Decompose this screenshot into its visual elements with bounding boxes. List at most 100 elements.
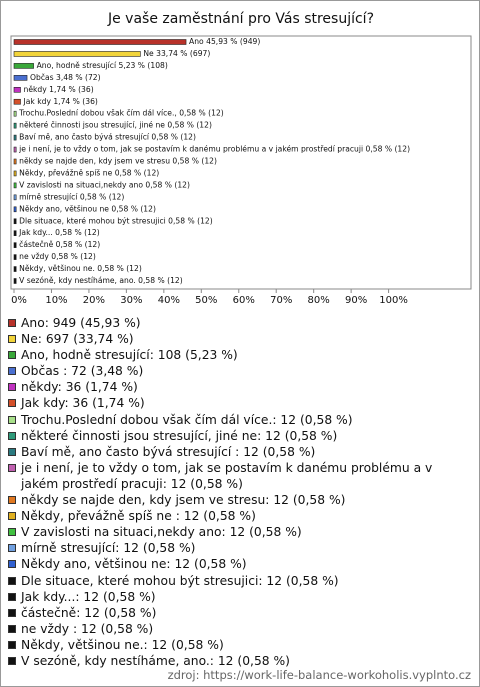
legend-item: někdy: 36 (1,74 %) xyxy=(1,379,461,395)
bar xyxy=(13,134,17,141)
plot-frame xyxy=(10,35,472,290)
legend-swatch xyxy=(8,447,16,456)
bar xyxy=(13,98,21,105)
bar-label: částečně 0,58 % (12) xyxy=(19,240,100,249)
legend-swatch xyxy=(8,560,16,569)
legend-label: částečně: 12 (0,58 %) xyxy=(21,605,157,620)
bar-label: Jak kdy 1,74 % (36) xyxy=(23,97,98,106)
legend-label: Jak kdy...: 12 (0,58 %) xyxy=(21,589,156,604)
bar xyxy=(13,194,17,201)
legend-swatch xyxy=(8,463,16,472)
legend-swatch xyxy=(8,576,16,585)
bar-label: Někdy, převážně spíš ne 0,58 % (12) xyxy=(19,168,159,177)
legend-label: Dle situace, které mohou být stresujici:… xyxy=(21,573,339,588)
legend-label: některé činnosti jsou stresující, jiné n… xyxy=(21,428,338,443)
bar xyxy=(13,51,141,57)
legend-label: Ano: 949 (45,93 %) xyxy=(21,316,141,330)
legend-swatch xyxy=(8,335,16,344)
bar-label: Občas 3,48 % (72) xyxy=(30,73,101,82)
bar-label: Baví mě, ano často bývá stresující 0,58 … xyxy=(19,133,196,142)
x-tick-label: 80% xyxy=(308,295,330,306)
bar-label: někdy 1,74 % (36) xyxy=(24,85,94,94)
bar xyxy=(13,63,34,69)
legend-swatch xyxy=(8,351,16,360)
bar-label: některé činnosti jsou stresující, jiné n… xyxy=(19,121,212,130)
chart-title: Je vaše zaměstnání pro Vás stresující? xyxy=(107,11,374,27)
legend-label: V sezóně, kdy nestíháme, ano.: 12 (0,58 … xyxy=(21,653,290,668)
x-tick-label: 60% xyxy=(233,295,255,306)
bar-label: ne vždy 0,58 % (12) xyxy=(19,252,96,261)
legend-swatch xyxy=(8,431,16,440)
bar-label: Ano, hodně stresující 5,23 % (108) xyxy=(37,61,168,70)
legend-item: Jak kdy...: 12 (0,58 %) xyxy=(1,589,461,605)
bar-label: Jak kdy... 0,58 % (12) xyxy=(18,228,100,237)
legend-swatch xyxy=(8,608,16,617)
x-tick-label: 10% xyxy=(45,295,67,306)
x-tick-label: 50% xyxy=(195,295,217,306)
x-tick-label: 40% xyxy=(158,295,180,306)
legend-item: některé činnosti jsou stresující, jiné n… xyxy=(1,428,461,444)
legend-swatch xyxy=(8,512,16,521)
legend-label: V zavislosti na situaci,nekdy ano: 12 (0… xyxy=(21,525,302,540)
legend: Ano: 949 (45,93 %) Ne: 697 (33,74 %) Ano, … xyxy=(1,315,471,669)
bar xyxy=(13,242,17,248)
legend-item: Trochu.Poslední dobou však čím dál více.… xyxy=(1,412,461,428)
legend-swatch xyxy=(8,528,16,537)
bar xyxy=(13,182,17,189)
x-tick-label: 100% xyxy=(379,295,408,306)
legend-label: Trochu.Poslední dobou však čím dál více.… xyxy=(21,412,353,427)
legend-item: mírně stresující: 12 (0,58 %) xyxy=(1,540,461,556)
legend-label: Jak kdy: 36 (1,74 %) xyxy=(21,396,145,411)
legend-item: Ne: 697 (33,74 %) xyxy=(1,331,461,347)
bar xyxy=(13,39,187,45)
legend-label: mírně stresující: 12 (0,58 %) xyxy=(21,541,196,556)
legend-swatch xyxy=(8,624,16,633)
legend-label: Ne: 697 (33,74 %) xyxy=(21,332,134,347)
legend-swatch xyxy=(8,544,16,553)
bar-label: V zavislosti na situaci,nekdy ano 0,58 %… xyxy=(19,180,190,189)
legend-item: Jak kdy: 36 (1,74 %) xyxy=(1,395,461,411)
x-tick-label: 70% xyxy=(270,295,292,306)
legend-label: Někdy, převážně spíš ne : 12 (0,58 %) xyxy=(21,509,256,524)
bar-label: Trochu.Poslední dobou však čím dál více.… xyxy=(18,109,224,118)
bar-label: Ano 45,93 % (949) xyxy=(189,37,260,46)
legend-swatch xyxy=(8,319,16,327)
bar xyxy=(13,254,17,260)
x-tick-label: 90% xyxy=(345,295,367,306)
bar xyxy=(13,110,17,117)
bar-label: Ne 33,74 % (697) xyxy=(143,49,210,58)
legend-item: Ano, hodně stresující: 108 (5,23 %) xyxy=(1,347,461,363)
bar xyxy=(13,75,28,81)
bar-label: je i není, je to vždy o tom, jak se post… xyxy=(18,145,410,154)
legend-swatch xyxy=(8,656,16,665)
legend-item: Ano: 949 (45,93 %) xyxy=(1,315,461,331)
bar xyxy=(13,170,17,177)
bar-label: Někdy ano, většinou ne 0,58 % (12) xyxy=(19,204,156,213)
legend-item: Někdy, převážně spíš ne : 12 (0,58 %) xyxy=(1,508,461,524)
source: zdroj: https://work-life-balance-workoho… xyxy=(167,668,471,682)
legend-item: Občas : 72 (3,48 %) xyxy=(1,363,461,379)
legend-item: ne vždy : 12 (0,58 %) xyxy=(1,621,461,637)
legend-swatch xyxy=(8,640,16,649)
bar xyxy=(13,218,17,225)
legend-item: V zavislosti na situaci,nekdy ano: 12 (0… xyxy=(1,524,461,540)
legend-label: Baví mě, ano často bývá stresující : 12 … xyxy=(21,444,316,459)
bar-label: Někdy, většinou ne. 0,58 % (12) xyxy=(19,264,142,273)
legend-item: částečně: 12 (0,58 %) xyxy=(1,605,461,621)
bar-label: V sezóně, kdy nestíháme, ano. 0,58 % (12… xyxy=(19,276,183,285)
chart: Je vaše zaměstnání pro Vás stresující? 0… xyxy=(10,11,472,306)
bar-label: Dle situace, které mohou být stresujici … xyxy=(19,216,213,225)
x-tick-label: 20% xyxy=(83,295,105,306)
legend-label: je i není, je to vždy o tom, jak se post… xyxy=(21,460,433,491)
bar xyxy=(13,158,17,165)
legend-item: Někdy, většinou ne.: 12 (0,58 %) xyxy=(1,637,461,653)
bar xyxy=(13,278,17,284)
bar xyxy=(13,266,17,272)
bar xyxy=(13,87,21,93)
legend-swatch xyxy=(8,399,16,408)
bar xyxy=(13,146,17,153)
bar xyxy=(13,206,17,213)
bar-label: někdy se najde den, kdy jsem ve stresu 0… xyxy=(19,157,217,166)
x-tick-label: 30% xyxy=(120,295,142,306)
